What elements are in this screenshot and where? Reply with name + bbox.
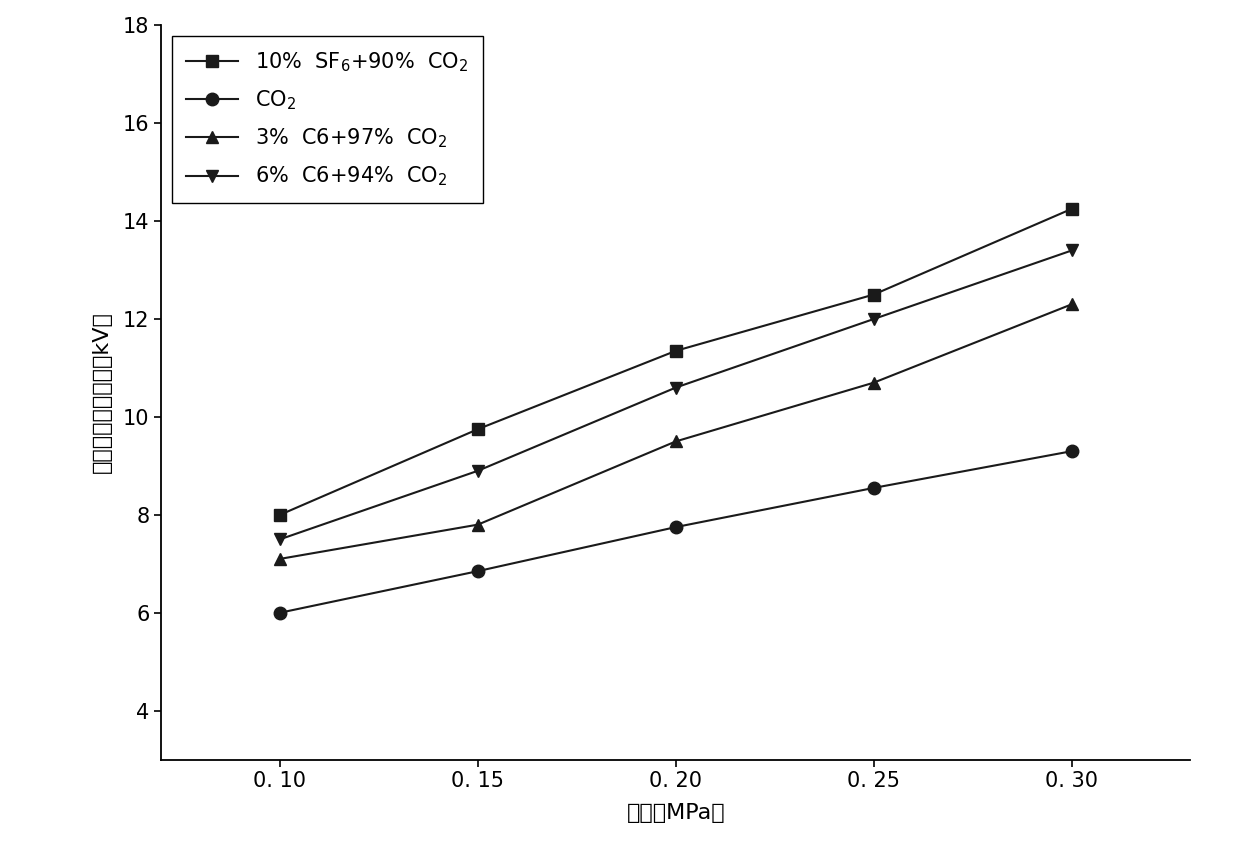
Legend: 10%  SF$_6$+90%  CO$_2$, CO$_2$, 3%  C6+97%  CO$_2$, 6%  C6+94%  CO$_2$: 10% SF$_6$+90% CO$_2$, CO$_2$, 3% C6+97%…: [171, 35, 482, 203]
Y-axis label: 局部放电起始电压（kV）: 局部放电起始电压（kV）: [92, 311, 112, 473]
X-axis label: 气压（MPa）: 气压（MPa）: [626, 803, 725, 823]
